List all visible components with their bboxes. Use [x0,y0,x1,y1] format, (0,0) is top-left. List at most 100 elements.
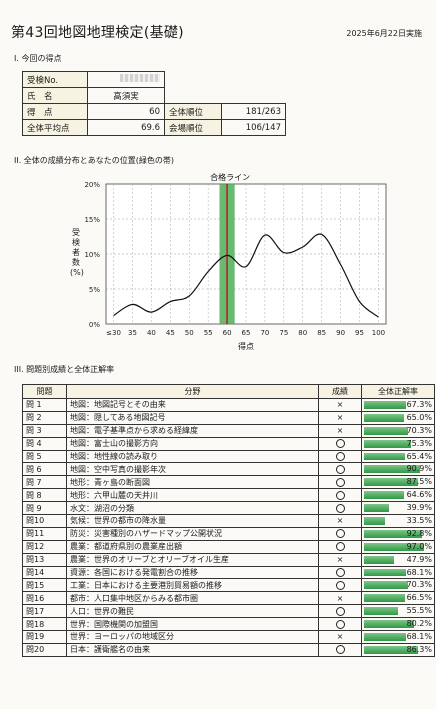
table-row: 問 1 地図：地図記号とその由来 × 67.3% [22,398,435,412]
section-heading-distribution: II. 全体の成績分布とあなたの位置(緑色の帯) [14,156,175,165]
x-tick-label: 35 [128,329,137,337]
rate-text: 55.5% [406,606,432,616]
question-number: 問 9 [22,501,67,516]
rate-text: 65.0% [406,412,432,422]
col-header-field: 分野 [66,384,319,399]
table-header-row: 問題 分野 成績 全体正解率 [22,384,435,399]
distribution-line [113,233,379,318]
x-tick-label: 45 [166,329,175,337]
exam-no-label: 受検No. [22,71,88,88]
incorrect-cross-mark: × [336,400,344,410]
rate-bar [364,645,418,654]
pass-line-label: 合格ライン [210,172,250,182]
table-row: 全体平均点 69.6 会場順位 106/147 [22,119,286,136]
table-row: 問 5 地図：地性線の読み取り 65.4% [22,449,435,464]
table-row: 問 2 地図：隠してある地図記号 × 65.0% [22,410,435,425]
correct-circle-icon [335,490,345,500]
x-tick-label: 55 [204,329,213,337]
question-rate: 92.8% [361,526,435,541]
question-result: × [318,423,362,438]
table-row: 受検No. [22,71,286,88]
incorrect-cross-mark: × [336,555,344,565]
section-heading-questions: III. 問題別成績と全体正解率 [14,365,115,374]
rate-bar [364,504,389,513]
rank-value: 181/263 [221,103,286,120]
correct-circle-icon [335,477,345,487]
average-value: 69.6 [87,119,165,136]
question-field: 地図：隠してある地図記号 [66,410,319,425]
y-axis-label: 受検者数(%) [70,228,84,277]
question-field: 地図：電子基準点から求める経緯度 [66,423,319,438]
y-tick-label: 0% [89,321,100,329]
table-row: 問16 都市：人口集中地区からみる都市圏 × 66.5% [22,591,435,606]
question-number: 問 1 [22,398,67,412]
correct-circle-icon [335,503,345,513]
correct-circle-icon [335,645,345,655]
rate-bar [364,401,406,409]
rate-bar [364,465,421,474]
question-number: 問 5 [22,449,67,464]
question-number: 問15 [22,578,67,593]
table-row: 問 9 水文：湖沼の分類 39.9% [22,501,435,516]
x-tick-label: 100 [372,329,385,337]
question-result [318,449,362,464]
rate-bar [364,581,408,590]
y-tick-label: 10% [84,251,100,259]
col-header-no: 問題 [22,384,67,399]
question-result [318,539,362,554]
question-number: 問19 [22,630,67,644]
question-rate: 33.5% [361,514,435,528]
question-rate: 70.3% [361,423,435,438]
question-field: 地図：地性線の読み取り [66,449,319,464]
question-rate: 87.5% [361,475,435,490]
rate-bar [364,478,419,487]
y-tick-label: 5% [89,286,100,294]
question-field: 農業：世界のオリーブとオリーブオイル生産 [66,552,319,567]
question-number: 問17 [22,604,67,619]
exam-date: 2025年6月22日実施 [346,29,422,38]
rate-bar [364,413,405,422]
incorrect-cross-mark: × [336,632,344,642]
question-result [318,436,362,451]
table-row: 問11 防災：災害種別のハザードマップ公開状況 92.8% [22,526,435,541]
question-result: × [318,630,362,644]
rate-text: 39.9% [406,503,432,513]
rate-bar [364,452,405,461]
question-field: 世界：ヨーロッパの地域区分 [66,630,319,644]
question-field: 防災：災害種別のハザードマップ公開状況 [66,526,319,541]
name-value: 高須実 [87,87,165,104]
rate-text: 66.5% [406,593,432,603]
name-label: 氏 名 [22,87,88,104]
question-number: 問 7 [22,475,67,490]
rate-bar [364,529,422,538]
rate-bar [364,607,399,616]
table-row: 問19 世界：ヨーロッパの地域区分 × 68.1% [22,630,435,644]
table-row: 問 7 地形：青ヶ島の断面図 87.5% [22,475,435,490]
venue-rank-value: 106/147 [221,119,286,136]
section-heading-score: I. 今回の得点 [14,54,62,63]
incorrect-cross-mark: × [336,516,344,526]
question-number: 問 6 [22,462,67,477]
rate-text: 70.3% [406,580,432,590]
question-result [318,578,362,593]
rate-bar [364,426,408,435]
question-number: 問 2 [22,410,67,425]
rate-text: 75.3% [406,438,432,448]
question-result: × [318,552,362,567]
average-label: 全体平均点 [22,119,88,136]
question-field: 地図：空中写真の撮影年次 [66,462,319,477]
question-rate: 97.0% [361,539,435,554]
question-number: 問13 [22,552,67,567]
exam-no-value-redacted [87,71,165,88]
x-tick-label: 80 [298,329,307,337]
table-row: 問 6 地図：空中写真の撮影年次 90.9% [22,462,435,477]
question-field: 日本：護衛艦名の由来 [66,642,319,657]
incorrect-cross-mark: × [336,426,344,436]
venue-rank-label: 会場順位 [164,119,222,136]
question-field: 世界：国際機関の加盟国 [66,617,319,632]
rate-text: 87.5% [406,477,432,487]
question-number: 問14 [22,565,67,580]
table-row: 問 3 地図：電子基準点から求める経緯度 × 70.3% [22,423,435,438]
question-number: 問 8 [22,488,67,503]
